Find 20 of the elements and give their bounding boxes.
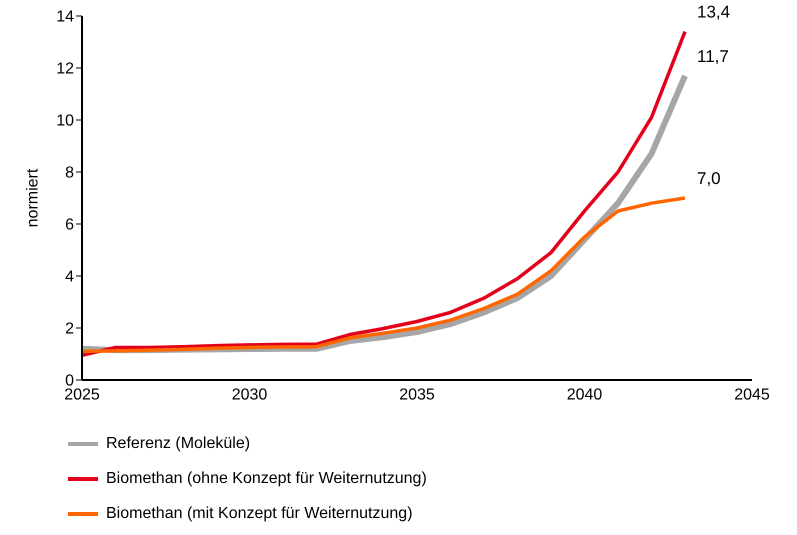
y-tick-label: 8 bbox=[65, 164, 74, 182]
y-axis-title: normiert bbox=[24, 168, 42, 228]
legend-label: Biomethan (ohne Konzept für Weiternutzung) bbox=[106, 470, 427, 488]
x-tick-label: 2030 bbox=[232, 386, 268, 404]
x-tick-label: 2045 bbox=[734, 386, 770, 404]
legend-label: Referenz (Moleküle) bbox=[106, 434, 250, 452]
x-tick-label: 2040 bbox=[566, 386, 602, 404]
y-tick-label: 12 bbox=[56, 60, 74, 78]
y-tick-label: 2 bbox=[65, 320, 74, 338]
data-label: 13,4 bbox=[697, 2, 730, 22]
y-tick-label: 6 bbox=[65, 216, 74, 234]
y-tick-label: 14 bbox=[56, 8, 74, 26]
x-tick-label: 2035 bbox=[399, 386, 435, 404]
data-label: 11,7 bbox=[697, 46, 729, 66]
y-tick-label: 4 bbox=[65, 268, 74, 286]
x-tick-label: 2025 bbox=[64, 386, 100, 404]
data-label: 7,0 bbox=[697, 169, 721, 188]
legend-label: Biomethan (mit Konzept für Weiternutzung) bbox=[106, 504, 413, 522]
y-tick-label: 10 bbox=[56, 112, 74, 130]
line-series bbox=[82, 196, 687, 354]
